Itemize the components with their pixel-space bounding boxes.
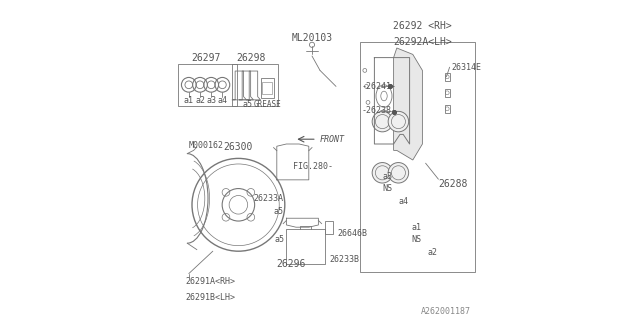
Text: a1: a1 [184, 96, 194, 105]
Text: 26646B: 26646B [338, 229, 367, 238]
Bar [445, 89, 450, 97]
Text: a1: a1 [411, 223, 421, 232]
Text: 26292A<LH>: 26292A<LH> [393, 36, 452, 47]
Text: a4: a4 [218, 96, 227, 105]
Text: a2: a2 [427, 248, 437, 257]
Text: 26292 <RH>: 26292 <RH> [393, 20, 452, 31]
Bar [360, 42, 475, 272]
Text: a5: a5 [275, 236, 285, 244]
Circle shape [388, 111, 409, 132]
Text: a4: a4 [398, 197, 408, 206]
Circle shape [372, 111, 393, 132]
Text: 26288: 26288 [438, 179, 468, 189]
Text: 26298: 26298 [237, 52, 266, 63]
Text: ML20103: ML20103 [291, 33, 333, 44]
Bar [261, 78, 274, 98]
Text: -26238-: -26238- [362, 106, 397, 115]
Bar [178, 64, 237, 106]
Bar [262, 82, 272, 94]
Text: a5: a5 [273, 207, 283, 216]
Bar [445, 105, 450, 113]
Bar [232, 64, 278, 106]
Text: 26233A: 26233A [253, 194, 283, 203]
Text: 26296: 26296 [276, 259, 306, 269]
Circle shape [388, 163, 409, 183]
Text: a5: a5 [243, 100, 252, 109]
Bar [445, 73, 450, 81]
Polygon shape [394, 48, 422, 160]
Text: 26300: 26300 [224, 142, 253, 152]
Text: 26297: 26297 [192, 52, 221, 63]
Bar [325, 221, 333, 234]
Text: 26291A<RH>: 26291A<RH> [186, 277, 236, 286]
Text: 26233B: 26233B [330, 255, 360, 264]
Text: a2: a2 [195, 96, 205, 105]
Text: A262001187: A262001187 [420, 308, 470, 316]
Circle shape [372, 163, 393, 183]
Text: 26291B<LH>: 26291B<LH> [186, 293, 236, 302]
Text: a3: a3 [206, 96, 216, 105]
Text: -26241-: -26241- [362, 82, 397, 91]
Text: 26314E: 26314E [451, 63, 481, 72]
Text: a3: a3 [382, 172, 392, 180]
Text: FIG.280-: FIG.280- [292, 162, 333, 171]
Text: M000162: M000162 [189, 141, 224, 150]
Text: FRONT: FRONT [320, 135, 345, 144]
Text: NS: NS [411, 236, 421, 244]
Text: NS: NS [382, 184, 392, 193]
Text: GREASE: GREASE [253, 100, 281, 109]
